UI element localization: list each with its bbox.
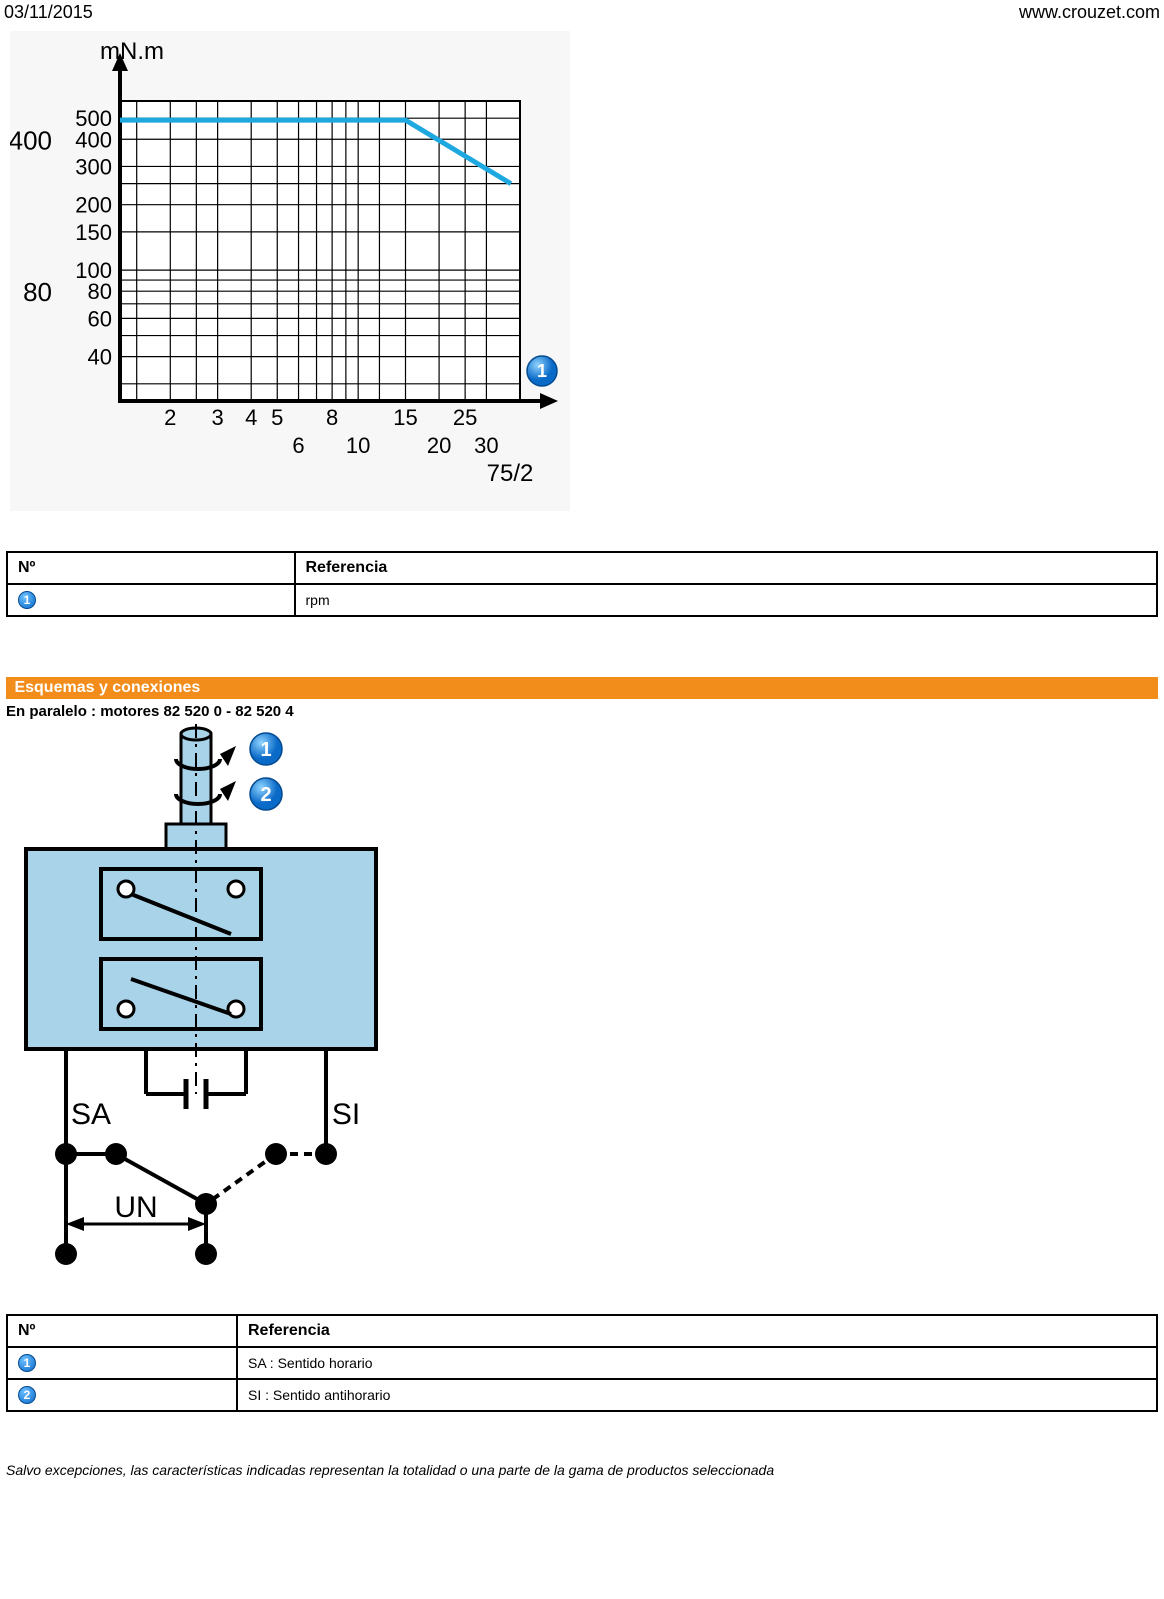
table2-row0-ref: SA : Sentido horario	[237, 1347, 1157, 1379]
svg-text:10: 10	[346, 433, 370, 458]
svg-text:75/2: 75/2	[487, 460, 534, 487]
badge-1-icon: 1	[18, 1354, 36, 1372]
table2-row1-ref: SI : Sentido antihorario	[237, 1379, 1157, 1411]
svg-text:4: 4	[245, 405, 257, 430]
svg-text:mN.m: mN.m	[100, 38, 164, 65]
svg-text:150: 150	[75, 220, 112, 245]
svg-text:SA: SA	[71, 1098, 111, 1131]
svg-text:80: 80	[23, 277, 52, 307]
svg-text:25: 25	[453, 405, 477, 430]
header-date: 03/11/2015	[4, 2, 93, 23]
schematic-svg: 1 2 SA SI UN	[6, 724, 406, 1284]
chart-svg: mN.m500400300200150100806040400802345681…	[10, 31, 570, 511]
page-header: 03/11/2015 www.crouzet.com	[0, 0, 1164, 25]
badge-1-icon: 1	[18, 591, 36, 609]
svg-text:60: 60	[88, 306, 112, 331]
svg-text:2: 2	[260, 784, 271, 806]
table1-row0-ref: rpm	[295, 584, 1158, 616]
schematic-legend-table: Nº Referencia 1 SA : Sentido horario 2 S…	[6, 1314, 1158, 1412]
torque-rpm-chart: mN.m500400300200150100806040400802345681…	[10, 31, 570, 511]
svg-text:SI: SI	[332, 1098, 360, 1131]
svg-text:30: 30	[474, 433, 498, 458]
badge-2-icon: 2	[18, 1386, 36, 1404]
svg-text:3: 3	[211, 405, 223, 430]
table1-row0-badge-cell: 1	[7, 584, 295, 616]
section-diagrams-title-text: Esquemas y conexiones	[14, 679, 200, 696]
svg-text:200: 200	[75, 193, 112, 218]
svg-text:400: 400	[75, 127, 112, 152]
svg-text:80: 80	[88, 279, 112, 304]
svg-text:1: 1	[537, 361, 547, 381]
svg-text:6: 6	[292, 433, 304, 458]
svg-text:UN: UN	[114, 1191, 157, 1224]
table2-row0-badge-cell: 1	[7, 1347, 237, 1379]
chart-legend-table: Nº Referencia 1 rpm	[6, 551, 1158, 617]
svg-text:400: 400	[10, 125, 52, 155]
svg-text:40: 40	[88, 345, 112, 370]
table2-head-ref: Referencia	[237, 1315, 1157, 1347]
header-site: www.crouzet.com	[1019, 2, 1160, 23]
svg-text:5: 5	[271, 405, 283, 430]
svg-text:300: 300	[75, 154, 112, 179]
table1-head-ref: Referencia	[295, 552, 1158, 584]
table1-head-num: Nº	[7, 552, 295, 584]
svg-text:2: 2	[164, 405, 176, 430]
connection-schematic: 1 2 SA SI UN	[6, 724, 406, 1284]
svg-text:15: 15	[393, 405, 417, 430]
schematic-subtitle: En paralelo : motores 82 520 0 - 82 520 …	[6, 699, 1158, 724]
section-diagrams-title: Esquemas y conexiones	[6, 677, 1158, 699]
svg-text:20: 20	[427, 433, 451, 458]
footer-note: Salvo excepciones, las características i…	[6, 1462, 1158, 1478]
table2-row1-badge-cell: 2	[7, 1379, 237, 1411]
table2-head-num: Nº	[7, 1315, 237, 1347]
svg-text:8: 8	[326, 405, 338, 430]
svg-text:1: 1	[260, 739, 271, 761]
